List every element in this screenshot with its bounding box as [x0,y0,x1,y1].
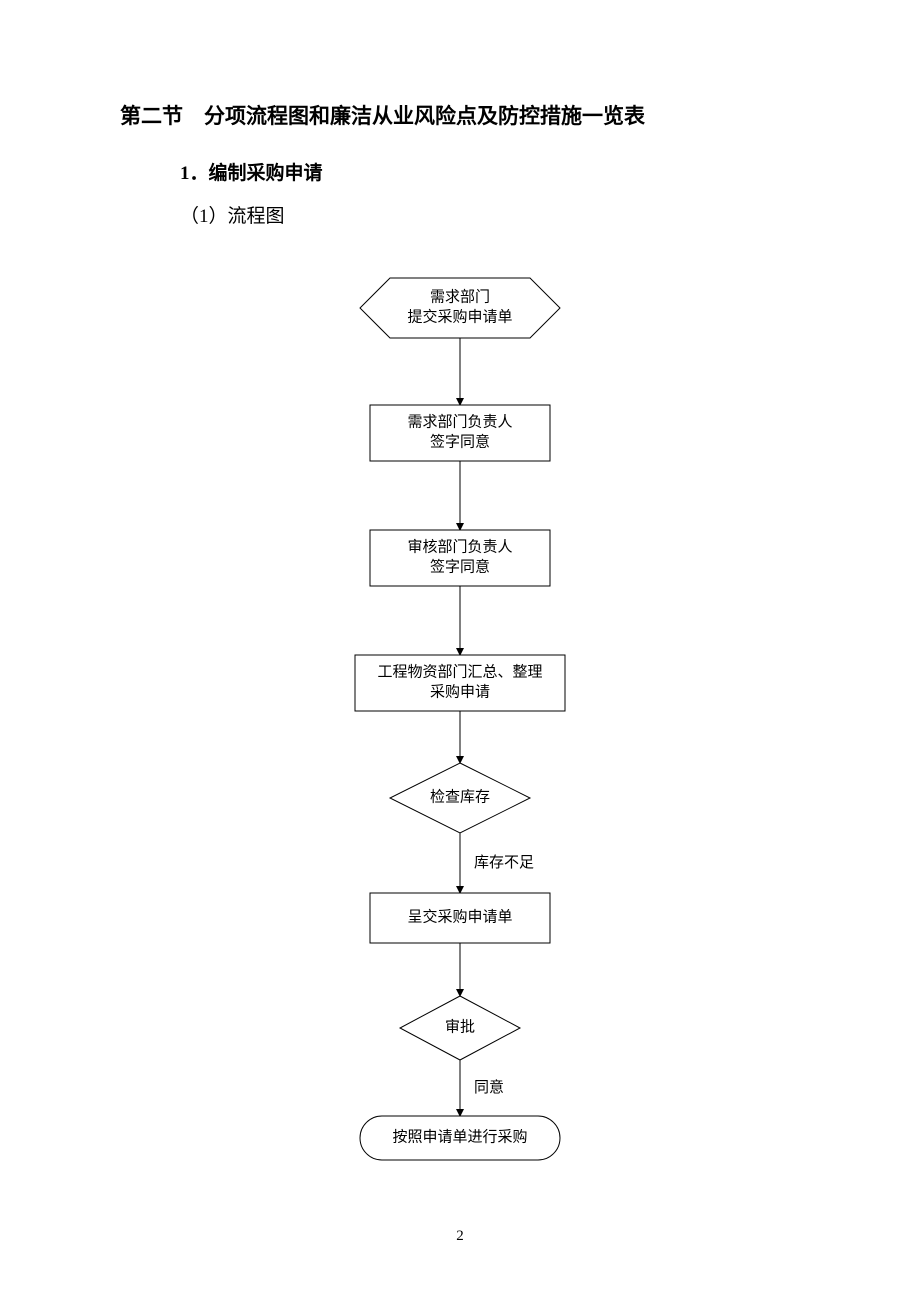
flowchart-svg: 库存不足同意需求部门提交采购申请单需求部门负责人签字同意审核部门负责人签字同意工… [260,258,660,1178]
flow-node-label: 工程物资部门汇总、整理 [377,663,542,680]
flow-edge-label: 库存不足 [474,854,534,871]
section-title: 第二节 分项流程图和廉洁从业风险点及防控措施一览表 [120,100,800,134]
flow-node-label: 签字同意 [430,432,490,450]
flowchart-container: 库存不足同意需求部门提交采购申请单需求部门负责人签字同意审核部门负责人签字同意工… [120,258,800,1178]
flow-node-label: 提交采购申请单 [407,307,512,325]
flow-node-label: 需求部门 [430,288,490,305]
flow-node-label: 采购申请 [430,683,490,700]
page-number: 2 [120,1228,800,1245]
flow-node-label: 呈交采购申请单 [407,907,512,925]
sub-title: 1．编制采购申请 [180,158,800,185]
flow-node-label: 审核部门负责人 [407,538,512,555]
flow-node [360,278,560,338]
flow-node-label: 需求部门负责人 [407,413,512,430]
flow-edge-label: 同意 [474,1078,504,1096]
document-page: 第二节 分项流程图和廉洁从业风险点及防控措施一览表 1．编制采购申请 （1）流程… [0,0,920,1285]
flow-node-label: 按照申请单进行采购 [392,1128,527,1145]
sub-item: （1）流程图 [180,201,800,228]
flow-node-label: 审批 [445,1018,475,1035]
flow-node-label: 签字同意 [430,557,490,575]
flow-node-label: 检查库存 [430,788,490,805]
